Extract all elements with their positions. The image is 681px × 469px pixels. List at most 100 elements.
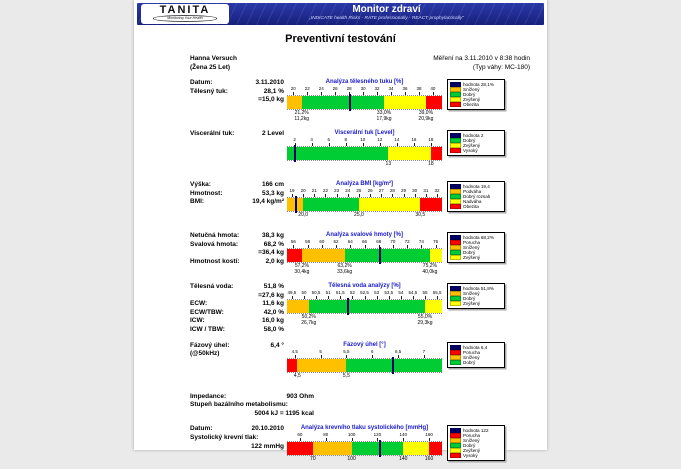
chart-title: Tělesná voda analýzy [%] (328, 283, 401, 289)
legend: hodnota 68,2% Porucha Snížený Dobrý Zvýšený (447, 232, 505, 263)
legend-label: hodnota 28,1% (463, 82, 494, 87)
navy-swatch (450, 82, 461, 87)
legend: hodnota 28,1% Snížený Dobrý Zvýšený Obezita (447, 79, 505, 110)
red-swatch (450, 240, 461, 245)
tick-label: 120 (373, 432, 382, 438)
legend: hodnota 6,4 Porucha Snížený Dobrý (447, 341, 505, 368)
label-row: ICW / TBW: 58,0 % (190, 326, 284, 335)
label-name: Hmotnost: (190, 189, 223, 197)
tick-label: 100 (347, 432, 356, 438)
tick-mark (362, 143, 364, 146)
tick-mark (292, 194, 294, 197)
section-labels: Tělesná voda: 51,8 % =27,6 kg ECW: 11,6 kg EC… (190, 283, 284, 335)
tick-mark (413, 143, 415, 146)
value-marker (379, 440, 381, 458)
legend-item: Dobrý (450, 443, 502, 449)
chart-title: Viscerální tuk [Level] (334, 130, 395, 136)
chart-title: Analýza svalové hmoty [%] (325, 232, 404, 238)
tick-mark (379, 143, 381, 146)
section-labels: Datum: 20.10.2010 Systolický krevní tlak: 1… (190, 425, 284, 451)
tick-mark (425, 194, 427, 197)
label-row: BMI: 19,4 kg/m² (190, 198, 284, 207)
green-swatch (450, 138, 461, 143)
label-row: Netučná hmota: 38,3 kg (190, 232, 284, 241)
label-row: Stupeň bazálního metabolismu: (190, 401, 314, 410)
tick-mark (328, 296, 330, 299)
section-visceral-fat: Viscerální tuk: 2 Level Viscerální tuk [Le… (134, 130, 547, 174)
label-row: ECW/TBW: 42,0 % (190, 309, 284, 318)
legend-label: Porucha (463, 349, 481, 355)
legend-item: Dobrý (450, 250, 502, 255)
tick-mark (320, 354, 322, 358)
tick-label: 27 (378, 188, 384, 193)
legend-item: Obezita (450, 204, 502, 209)
tick-mark (377, 438, 379, 442)
legend-label: Porucha (463, 433, 481, 439)
legend-label: Snížený (463, 291, 480, 296)
label-value: 19,4 kg/m² (252, 198, 284, 206)
tick-mark (364, 245, 366, 248)
band-yellow (388, 147, 431, 160)
label-row: ICW: 16,0 kg (190, 317, 284, 326)
chart-boundary-labels: 70 100 140 160 (287, 457, 442, 469)
tick-mark (405, 92, 406, 95)
value-marker (293, 145, 296, 162)
navy-swatch (450, 184, 461, 189)
tick-label: 53 (374, 290, 380, 295)
tick-label: 56 (290, 239, 296, 244)
tick-mark (293, 245, 295, 248)
legend-label: Snížený (463, 245, 480, 250)
legend-label: Dobrý rozsah (463, 194, 491, 199)
yellow-swatch (450, 143, 461, 148)
legend-label: Dobrý (463, 296, 476, 301)
label-row: Fázový úhel: 6,4 ° (190, 342, 284, 351)
tick-mark (436, 194, 438, 197)
label-name: Systolický krevní tlak: (190, 433, 259, 441)
legend-item: hodnota 68,2% (450, 235, 502, 240)
legend-item: Dobrý (450, 92, 502, 97)
label-row: Výška: 166 cm (190, 181, 284, 190)
legend-item: Dobrý (450, 359, 502, 365)
band-green (346, 358, 442, 372)
red-swatch (450, 453, 461, 459)
tick-mark (294, 143, 296, 146)
legend-label: Vysoký (463, 453, 478, 459)
tick-label: 49,5 (287, 290, 297, 295)
tick-label: 76 (433, 239, 439, 244)
tick-mark (429, 438, 431, 442)
label-value: 6,4 ° (270, 341, 284, 349)
tick-mark (370, 194, 372, 197)
tick-mark (325, 438, 327, 442)
tick-label: 28 (389, 188, 395, 193)
section-phase-angle: Fázový úhel: 6,4 ° (@50kHz) Fázový úhel [°]… (134, 341, 547, 386)
label-name: BMI: (190, 198, 205, 206)
tick-label: 70 (390, 239, 396, 244)
tick-mark (430, 143, 432, 146)
tick-label: 26 (332, 86, 338, 91)
label-name: Datum: (190, 425, 213, 433)
chart-muscle: Analýza svalové hmoty [%] 56 58 60 62 64 66 68 7… (287, 232, 442, 276)
navy-swatch (450, 286, 461, 291)
legend-item: Porucha (450, 240, 502, 245)
green-swatch (450, 359, 461, 365)
band-yellow (429, 249, 442, 262)
legend-label: Obezita (463, 102, 479, 107)
legend-item: Snížený (450, 87, 502, 92)
tick-mark (418, 92, 420, 95)
band-orange (287, 300, 309, 313)
label-name: Tělesný tuk: (190, 87, 228, 95)
label-value: 2 Level (261, 130, 284, 137)
chart-phase-angle: Fázový úhel [°] 4,5 5 5,5 6 6,5 7 4,5 5,5 (287, 342, 442, 386)
legend-label: hodnota 19,4 (463, 184, 490, 189)
tick-mark (392, 245, 394, 248)
legend-label: hodnota 6,4 (463, 344, 488, 350)
orange-swatch (450, 438, 461, 444)
boundary-label: 33,0% 17,9kg (376, 110, 392, 122)
tick-mark (388, 296, 390, 299)
band-yellow (358, 198, 421, 211)
boundary-label: 160 (424, 456, 434, 463)
green-swatch (450, 194, 461, 199)
boundary-label: 5,5 (342, 372, 350, 379)
chart-axis: 20 22 24 26 28 30 32 34 36 38 40 (287, 86, 442, 92)
boundary-label: 4,5 (293, 372, 301, 379)
